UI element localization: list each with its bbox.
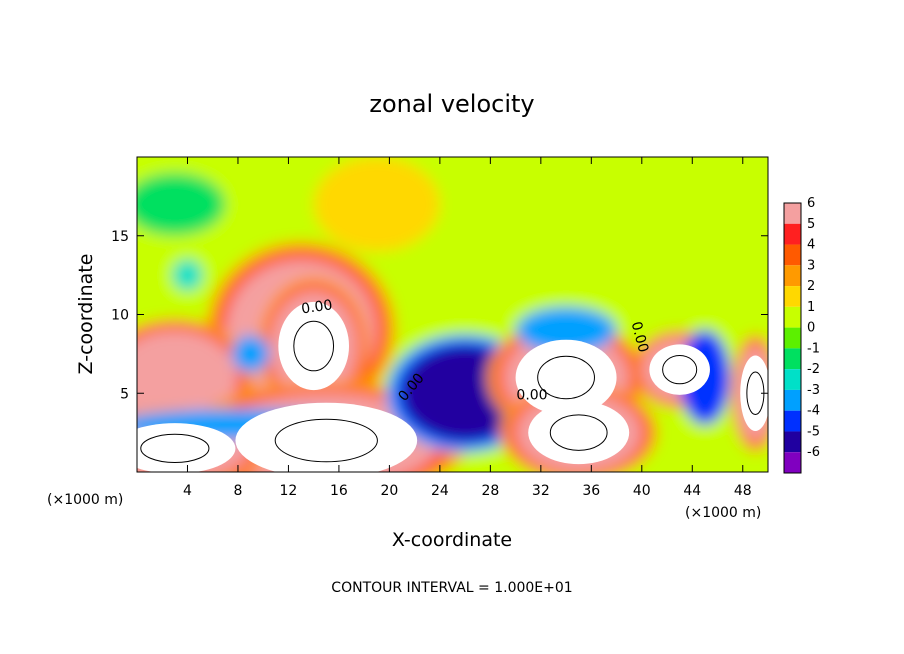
colorbar-label-12: -6 — [807, 445, 820, 460]
contour-line-4 — [274, 418, 378, 463]
colorbar-label-0: 6 — [807, 196, 815, 211]
x-tick-label-6: 28 — [481, 483, 499, 499]
colorbar-swatch-4 — [784, 286, 801, 307]
field-core-2 — [278, 301, 350, 391]
contour-label-2: 0.00 — [516, 388, 547, 404]
x-unit-note: (×1000 m) — [685, 505, 761, 521]
colorbar-swatch-1 — [784, 223, 801, 245]
x-tick-label-0: 4 — [183, 483, 192, 499]
colorbar-swatch-5 — [784, 306, 801, 328]
colorbar-label-10: -4 — [807, 404, 820, 419]
colorbar-label-11: -5 — [807, 424, 820, 439]
y-unit-note: (×1000 m) — [47, 492, 123, 508]
colorbar: 6 5 4 3 2 1 0 -1 -2 -3 -4 -5 -6 — [783, 196, 820, 474]
contour-line-2 — [293, 320, 335, 372]
x-tick-label-7: 32 — [532, 483, 550, 499]
colorbar-swatch-8 — [784, 369, 801, 390]
colorbar-label-4: 2 — [807, 279, 815, 294]
field-core-9 — [649, 344, 710, 395]
colorbar-label-9: -3 — [807, 383, 820, 398]
x-tick-label-2: 12 — [280, 483, 298, 499]
colorbar-swatch-10 — [784, 410, 801, 432]
colorbar-swatch-12 — [784, 452, 801, 473]
x-tick-label-5: 24 — [431, 483, 449, 499]
colorbar-label-7: -1 — [807, 341, 820, 356]
y-axis-label: Z-coordinate — [75, 254, 97, 375]
field-core-8 — [528, 401, 630, 465]
colorbar-label-3: 3 — [807, 258, 815, 273]
chart-title: zonal velocity — [369, 90, 534, 118]
colorbar-swatch-2 — [784, 244, 801, 266]
field-core-10 — [740, 355, 768, 432]
colorbar-swatch-7 — [784, 348, 801, 370]
field-blob-13 — [172, 259, 203, 291]
colorbar-label-8: -2 — [807, 362, 820, 377]
contour-line-9 — [662, 354, 698, 385]
contour-label-0: 0.00 — [300, 297, 333, 317]
colorbar-swatch-3 — [784, 265, 801, 287]
field-core-5 — [137, 423, 236, 472]
colorbar-swatch-11 — [784, 431, 801, 453]
field-blob-11 — [231, 334, 270, 373]
colorbar-frame — [783, 202, 802, 474]
y-tick-label-2: 15 — [111, 229, 129, 245]
colorbar-swatch-9 — [784, 389, 801, 411]
contour-line-5 — [140, 433, 210, 464]
y-tick-label-0: 5 — [120, 386, 129, 402]
contour-interval-footer: CONTOUR INTERVAL = 1.000E+01 — [331, 580, 572, 596]
x-tick-label-8: 36 — [582, 483, 600, 499]
y-tick-label-1: 10 — [111, 308, 129, 324]
heatmap-field — [137, 157, 768, 472]
colorbar-swatch-6 — [784, 327, 801, 349]
field-blob-12 — [515, 306, 617, 354]
contour-line-7 — [537, 355, 595, 400]
colorbar-label-1: 5 — [807, 217, 815, 232]
colorbar-label-2: 4 — [807, 238, 815, 253]
contour-label-3: 0.00 — [628, 320, 652, 354]
x-axis-label: X-coordinate — [392, 529, 512, 551]
field-core-7 — [515, 339, 617, 416]
colorbar-label-6: 0 — [807, 321, 815, 336]
field-blob-3-ring-2 — [137, 330, 238, 425]
x-tick-label-9: 40 — [633, 483, 651, 499]
colorbar-swatch-0 — [784, 203, 801, 224]
contour-line-8 — [549, 414, 608, 451]
colorbar-label-5: 1 — [807, 300, 815, 315]
x-tick-label-10: 44 — [683, 483, 701, 499]
field-blob-15 — [137, 172, 226, 236]
x-tick-label-11: 48 — [734, 483, 752, 499]
x-tick-label-4: 20 — [380, 483, 398, 499]
x-tick-label-1: 8 — [233, 483, 242, 499]
field-blob-14 — [313, 157, 440, 252]
x-tick-label-3: 16 — [330, 483, 348, 499]
field-core-4 — [235, 402, 418, 472]
